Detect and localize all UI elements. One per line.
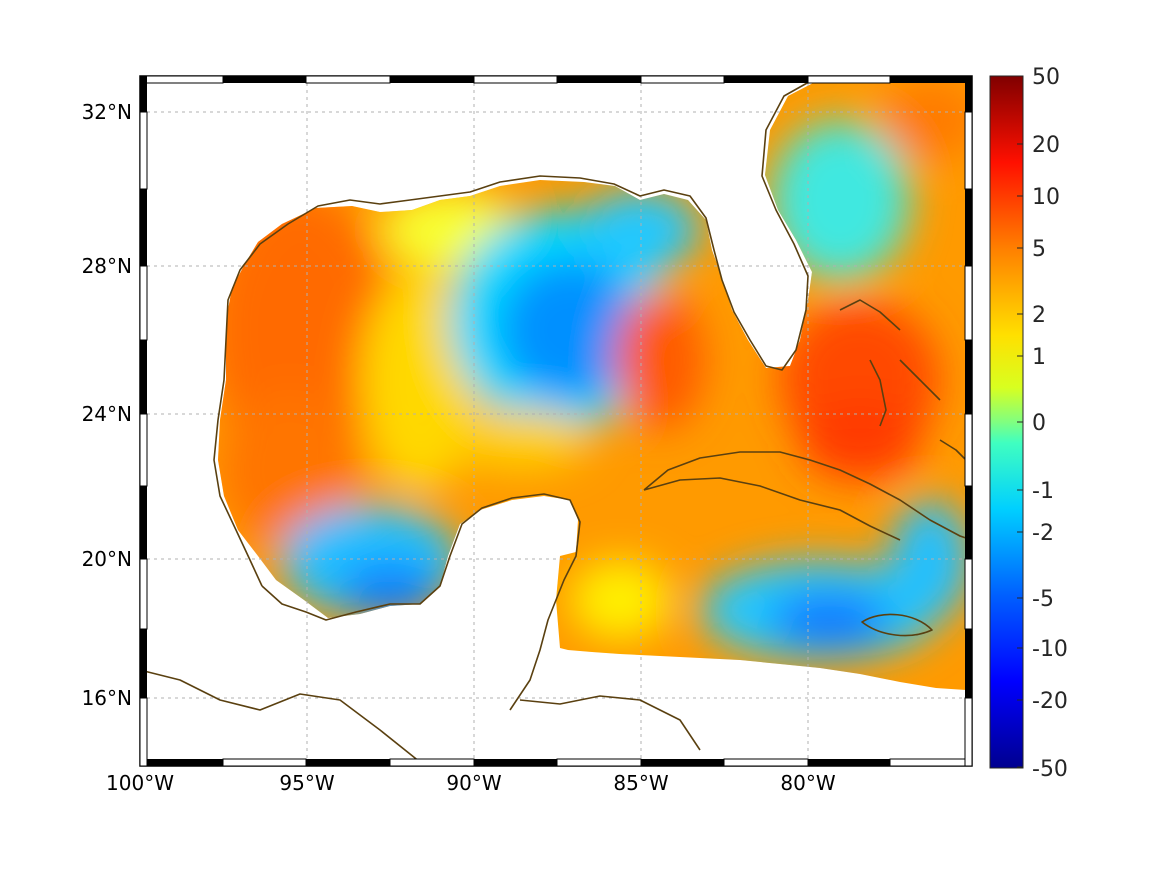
- colorbar-tick-label: 5: [1032, 237, 1046, 262]
- y-tick-labels: 32°N 28°N 24°N 20°N 16°N: [82, 100, 132, 710]
- colorbar-tick-label: -1: [1032, 479, 1054, 504]
- y-tick-label: 32°N: [82, 100, 132, 124]
- y-tick-label: 20°N: [82, 547, 132, 571]
- x-tick-label: 90°W: [446, 771, 501, 795]
- grid-lines: [140, 76, 972, 766]
- colorbar: 50 20 10 5 2 1 0 -1 -2 -5 -10 -20 -50: [989, 65, 1068, 782]
- colorbar-tick-label: 10: [1032, 185, 1060, 210]
- colorbar-tick-label: 20: [1032, 133, 1060, 158]
- colorbar-tick-label: 0: [1032, 411, 1046, 436]
- colorbar-tick-label: -2: [1032, 521, 1054, 546]
- y-tick-label: 28°N: [82, 254, 132, 278]
- y-tick-label: 24°N: [82, 402, 132, 426]
- colorbar-tick-label: 1: [1032, 345, 1046, 370]
- colorbar-tick-label: -50: [1032, 757, 1068, 782]
- x-tick-label: 95°W: [279, 771, 334, 795]
- map-frame: [139, 75, 973, 767]
- x-tick-labels: 100°W 95°W 90°W 85°W 80°W: [106, 771, 836, 795]
- colorbar-tick-label: 2: [1032, 303, 1046, 328]
- y-tick-label: 16°N: [82, 686, 132, 710]
- x-tick-label: 80°W: [780, 771, 835, 795]
- colorbar-tick-label: 50: [1032, 65, 1060, 90]
- colorbar-tick-label: -10: [1032, 637, 1068, 662]
- colorbar-tick-label: -5: [1032, 587, 1054, 612]
- x-tick-label: 85°W: [613, 771, 668, 795]
- coastlines: [139, 77, 973, 763]
- colorbar-ticks: [1017, 75, 1023, 768]
- colorbar-tick-label: -20: [1032, 689, 1068, 714]
- data-field: [218, 82, 966, 690]
- x-tick-label: 100°W: [106, 771, 174, 795]
